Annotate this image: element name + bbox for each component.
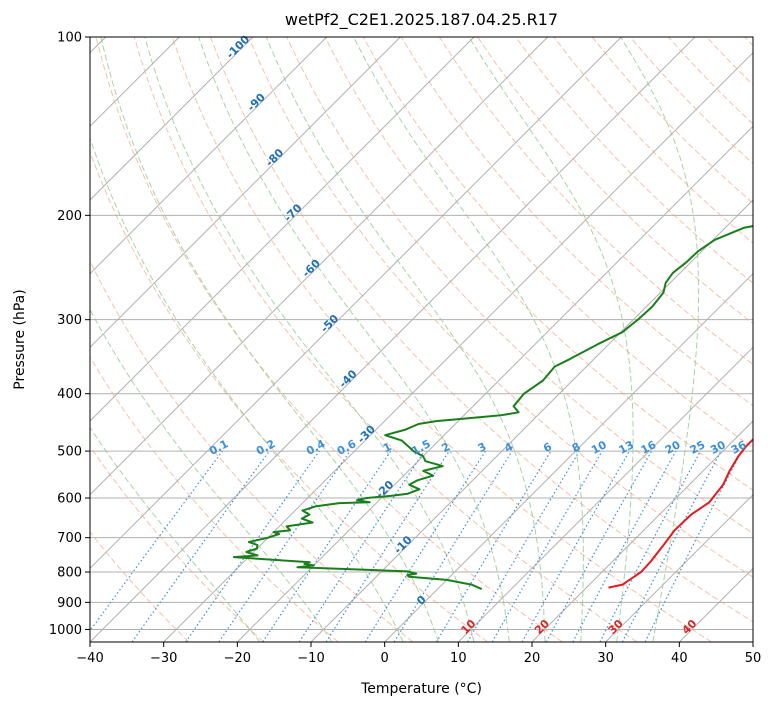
isotherm-line	[605, 493, 753, 642]
mixing-ratio-line	[185, 450, 320, 642]
moist-adiabat-line	[620, 37, 700, 642]
y-tick-label: 100	[57, 31, 82, 46]
mixing-ratio-label: 30	[708, 438, 728, 457]
x-tick-label: −40	[76, 651, 103, 666]
mixing-ratio-line	[218, 450, 351, 642]
dry-adiabat-line	[210, 37, 753, 623]
isotherm-line	[90, 37, 401, 349]
y-tick-label: 700	[57, 531, 82, 546]
x-tick-label: 50	[745, 651, 762, 666]
mixing-ratio-line	[262, 450, 392, 642]
grid-layer	[90, 37, 753, 642]
moist-adiabat-line	[144, 37, 475, 642]
series-layer	[232, 225, 753, 591]
dry-adiabat-line	[400, 37, 753, 407]
dry-adiabat-line	[90, 259, 414, 642]
y-tick-label: 400	[57, 387, 82, 402]
plot-frame	[89, 36, 754, 643]
x-axis: −40 −30 −20 −10 0 10 20 30 40 50	[76, 642, 761, 666]
moist-adiabat-line	[353, 37, 584, 642]
x-tick-label: 10	[450, 651, 467, 666]
x-tick-label: −10	[297, 651, 324, 666]
dry-adiabat-line	[515, 37, 753, 284]
mixing-ratio-line	[572, 450, 677, 642]
mixing-ratio-label: 13	[617, 438, 637, 457]
dry-adiabat-line	[171, 37, 712, 642]
dry-adiabat-line	[90, 150, 488, 642]
mixing-ratio-line	[90, 450, 223, 632]
x-tick-label: 40	[671, 651, 688, 666]
x-tick-label: −20	[224, 651, 251, 666]
dewpoint-profile-line	[232, 225, 753, 591]
isotherm-line	[90, 37, 622, 570]
dry-adiabat-line	[133, 37, 638, 642]
y-tick-label: 900	[57, 596, 82, 611]
dry-adiabat-line	[438, 37, 753, 366]
isotherm-line	[90, 37, 696, 642]
moist-adiabat-line	[265, 37, 546, 642]
moist-adiabat-line	[90, 426, 261, 642]
isotherm-line	[457, 346, 753, 642]
mixing-ratio-label: 16	[639, 438, 659, 457]
x-axis-label: Temperature (°C)	[360, 681, 482, 697]
isotherm-line	[90, 37, 254, 201]
x-tick-label: 0	[381, 651, 389, 666]
mixing-ratio-line	[644, 450, 743, 642]
x-tick-label: 20	[524, 651, 541, 666]
isotherm-line	[90, 37, 328, 275]
dry-adiabat-line	[90, 445, 264, 642]
x-tick-label: 30	[597, 651, 614, 666]
dry-adiabat-line	[90, 356, 339, 642]
dry-adiabat-line	[95, 37, 563, 642]
mixing-ratio-line	[325, 450, 450, 642]
dry-adiabat-line	[90, 531, 190, 642]
dry-adiabat-line	[248, 37, 753, 578]
isotherm-line	[90, 37, 475, 422]
temperature-profile-line	[608, 437, 753, 589]
mixing-ratio-label: 10	[589, 438, 609, 457]
mixing-ratio-line	[393, 450, 513, 642]
moist-adiabat-line	[100, 37, 439, 642]
dry-adiabat-line	[286, 37, 753, 534]
y-tick-label: 600	[57, 492, 82, 507]
mixing-ratio-label: 36	[729, 438, 749, 457]
moist-adiabat-line	[198, 37, 510, 642]
y-tick-label: 300	[57, 313, 82, 328]
y-tick-label: 200	[57, 209, 82, 224]
chart-title: wetPf2_C2E1.2025.187.04.25.R17	[285, 10, 558, 30]
mixing-ratio-line	[521, 450, 631, 642]
mixing-ratio-label: 25	[688, 438, 708, 457]
isotherm-line	[384, 272, 753, 642]
y-tick-label: 1000	[49, 623, 82, 638]
moist-adiabat-line	[90, 136, 404, 642]
y-tick-label: 800	[57, 566, 82, 581]
mixing-ratio-line	[131, 450, 270, 642]
y-axis: 100 200 300 400 500 600 700 800 900 1000	[49, 31, 90, 638]
isotherm-line	[531, 420, 753, 642]
y-tick-label: 500	[57, 445, 82, 460]
mixing-ratio-line	[545, 450, 653, 642]
isotherm-line	[90, 37, 549, 496]
isotherm-line	[236, 125, 753, 642]
y-axis-label: Pressure (hPa)	[12, 289, 28, 389]
isotherm-line	[163, 51, 753, 642]
x-tick-label: −30	[150, 651, 177, 666]
mixing-ratio-label: 20	[663, 438, 683, 457]
